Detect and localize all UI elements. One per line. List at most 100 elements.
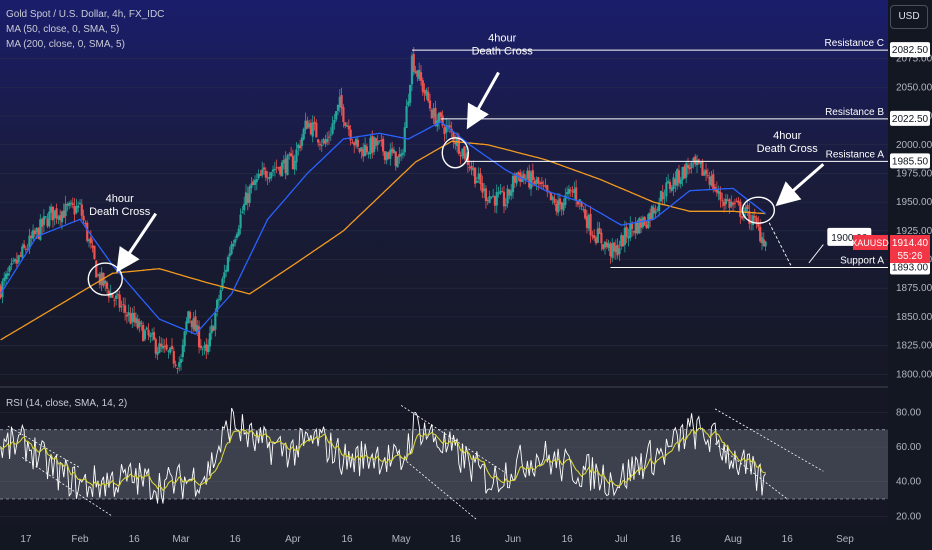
- candle-body: [683, 166, 686, 179]
- candle-body: [315, 123, 318, 138]
- candle-body: [181, 344, 184, 357]
- candle-body: [445, 125, 448, 133]
- candle-body: [499, 190, 502, 194]
- candle-body: [504, 204, 507, 207]
- candle-body: [367, 152, 370, 155]
- candle-body: [317, 139, 320, 143]
- time-tick-label: Feb: [71, 534, 89, 545]
- candle-body: [22, 244, 26, 248]
- candle-body: [686, 164, 690, 169]
- rsi-channel-line: [714, 408, 824, 472]
- candle-body: [439, 112, 442, 117]
- candle-body: [430, 109, 433, 119]
- candle-body: [28, 235, 31, 249]
- time-tick-label: 16: [562, 534, 574, 545]
- candle-body: [663, 197, 666, 199]
- candle-body: [15, 259, 18, 264]
- candle-body: [623, 227, 626, 245]
- candle-body: [37, 228, 40, 239]
- candle-body: [234, 239, 237, 243]
- candle-body: [268, 177, 271, 180]
- candle-body: [271, 169, 275, 172]
- symbol-label: XAUUSD: [851, 238, 889, 248]
- annotation-line-2: Death Cross: [757, 143, 819, 155]
- candle-body: [280, 162, 284, 176]
- candle-body: [187, 311, 190, 324]
- candle-body: [82, 215, 85, 221]
- candle-body: [701, 161, 704, 176]
- candle-body: [419, 72, 423, 81]
- candle-body: [457, 136, 460, 154]
- candle-body: [492, 195, 495, 197]
- candle-body: [744, 207, 747, 214]
- candle-body: [335, 111, 338, 120]
- candle-body: [156, 351, 159, 355]
- candle-body: [511, 175, 515, 193]
- time-axis[interactable]: 17 Feb 16 Mar 16 Apr 16 May 16 Jun 16 Jul 16 Aug 16 Sep: [0, 528, 932, 550]
- candle-body: [214, 313, 217, 330]
- candle-body: [757, 223, 760, 227]
- level-price-tag: [890, 42, 930, 58]
- candle-body: [587, 214, 590, 229]
- candle-body: [728, 199, 731, 208]
- candle-body: [730, 201, 733, 207]
- candle-body: [160, 343, 163, 347]
- currency-button[interactable]: USD: [890, 5, 928, 29]
- candle-body: [760, 237, 764, 244]
- ma50-line: [0, 121, 766, 335]
- candle-body: [30, 235, 33, 239]
- candle-body: [358, 148, 361, 152]
- candle-body: [371, 135, 374, 153]
- time-tick-label: 16: [782, 534, 794, 545]
- price-axis-background: [888, 0, 932, 550]
- candle-body: [506, 188, 509, 204]
- candle-body: [759, 226, 762, 242]
- candle-body: [154, 339, 157, 354]
- candle-body: [89, 237, 92, 244]
- candle-body: [726, 199, 729, 201]
- candle-body: [217, 299, 221, 301]
- candle-body: [526, 170, 529, 179]
- candle-body: [55, 208, 58, 219]
- candle-body: [80, 204, 83, 216]
- candle-body: [219, 290, 222, 300]
- candle-body: [427, 91, 430, 102]
- candle-body: [35, 227, 38, 233]
- candle-body: [125, 314, 129, 317]
- candle-body: [51, 206, 55, 221]
- candle-body: [493, 196, 497, 206]
- candle-body: [185, 321, 188, 332]
- candle-body: [672, 177, 675, 189]
- candle-body: [145, 327, 148, 330]
- candle-body: [1, 281, 4, 298]
- candle-body: [383, 151, 387, 160]
- candle-body: [176, 368, 179, 370]
- candle-body: [674, 178, 677, 186]
- candle-body: [712, 174, 715, 190]
- candle-body: [302, 128, 305, 140]
- candle-body: [369, 137, 372, 155]
- candle-body: [331, 123, 334, 134]
- price-axis[interactable]: 1800.001825.001850.001875.001900.001925.…: [851, 0, 932, 550]
- candle-body: [464, 153, 468, 160]
- death-cross-circle: [441, 137, 469, 169]
- candle-body: [658, 202, 661, 212]
- candle-body: [105, 282, 109, 289]
- candle-body: [739, 201, 742, 217]
- candle-body: [448, 125, 451, 128]
- rsi-legend: RSI (14, close, SMA, 14, 2): [6, 398, 128, 409]
- candle-body: [243, 203, 246, 211]
- candle-body: [484, 188, 488, 202]
- candle-body: [428, 100, 432, 109]
- candle-body: [591, 235, 594, 237]
- candle-body: [576, 201, 580, 205]
- candle-body: [372, 137, 376, 152]
- candle-body: [403, 127, 406, 153]
- candle-body: [560, 202, 563, 210]
- candle-body: [223, 272, 226, 279]
- candle-body: [405, 106, 408, 129]
- candle-body: [585, 216, 589, 228]
- time-tick-label: May: [392, 534, 411, 545]
- candle-body: [363, 144, 367, 157]
